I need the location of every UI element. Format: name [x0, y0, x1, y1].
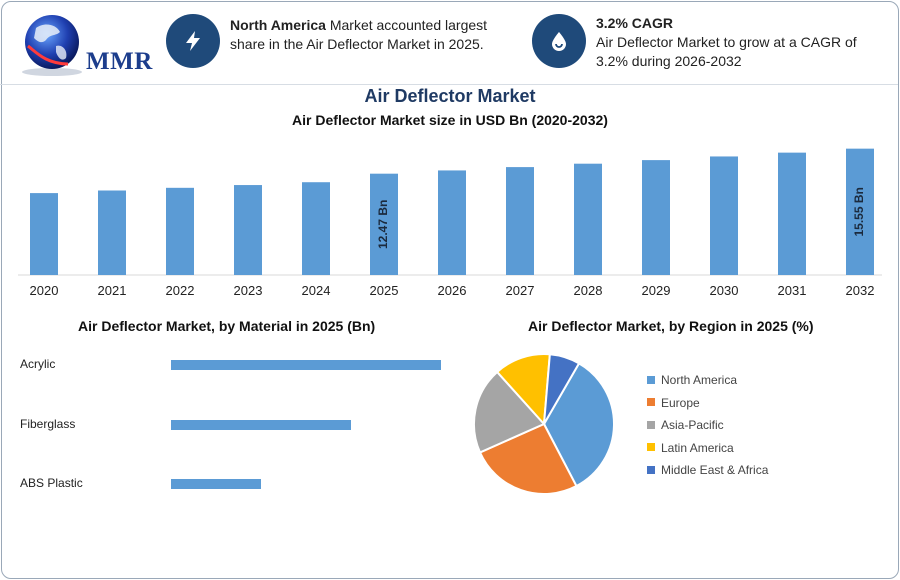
bar-2032 [846, 148, 874, 275]
x-tick-label: 2031 [778, 283, 807, 298]
growth-drop-icon [532, 14, 586, 68]
x-tick-label: 2021 [98, 283, 127, 298]
material-chart-title: Air Deflector Market, by Material in 202… [78, 318, 376, 334]
x-tick-label: 2023 [234, 283, 263, 298]
x-tick-label: 2020 [30, 283, 59, 298]
lightning-bolt-icon [166, 14, 220, 68]
x-tick-label: 2025 [370, 283, 399, 298]
globe-icon [22, 15, 82, 76]
pie-slice-europe [478, 422, 578, 495]
x-tick-label: 2032 [846, 283, 875, 298]
x-tick-label: 2030 [710, 283, 739, 298]
legend-label: North America [661, 373, 738, 387]
legend-swatch [647, 398, 655, 407]
pie-slice-asia-pacific [473, 370, 546, 454]
header-card-cagr: 3.2% CAGR Air Deflector Market to grow a… [596, 14, 886, 71]
x-tick-label: 2028 [574, 283, 603, 298]
legend-item: Asia-Pacific [647, 418, 724, 432]
logo-text: MMR [86, 48, 153, 75]
data-label-2025: 12.47 Bn [376, 200, 390, 249]
main-title: Air Deflector Market [364, 86, 536, 106]
bar-2031 [778, 152, 806, 275]
x-tick-label: 2027 [506, 283, 535, 298]
x-tick-label: 2022 [166, 283, 195, 298]
legend-label: Latin America [661, 440, 734, 455]
x-tick-label: 2024 [302, 283, 331, 298]
legend-label: Middle East & Africa [661, 463, 769, 477]
cagr-text: Air Deflector Market to grow at a CAGR o… [596, 34, 857, 69]
bar-chart-title: Air Deflector Market size in USD Bn (202… [292, 112, 608, 128]
material-bar-chart [171, 360, 441, 489]
bar-2020 [30, 193, 58, 275]
bar-2028 [574, 163, 602, 275]
legend-swatch [647, 420, 655, 429]
legend-swatch [647, 465, 655, 474]
bar-2026 [438, 170, 466, 275]
region-pie-chart [473, 353, 615, 495]
bar-2024 [302, 182, 330, 275]
header-card-north-america: North America Market accounted largest s… [230, 16, 520, 54]
legend-item: Europe [647, 396, 700, 410]
cagr-value: 3.2% CAGR [596, 15, 674, 31]
material-label: Fiberglass [20, 417, 76, 431]
material-label: Acrylic [20, 357, 56, 371]
header-card-text: Market accounted largest share in the Ai… [230, 17, 488, 52]
legend-item: Latin America [647, 441, 734, 455]
material-bar-acrylic [171, 360, 441, 370]
legend-label: Europe [661, 395, 700, 410]
legend-item: North America [647, 373, 737, 387]
pie-slice-middle-east-africa [543, 353, 581, 425]
region-chart-title: Air Deflector Market, by Region in 2025 … [528, 318, 814, 334]
mmr-logo: MMR [16, 12, 152, 78]
bar-2025 [370, 173, 398, 275]
bar-2027 [506, 167, 534, 275]
x-tick-label: 2026 [438, 283, 467, 298]
legend-item: Middle East & Africa [647, 463, 768, 477]
x-tick-label: 2029 [642, 283, 671, 298]
bar-2023 [234, 185, 262, 275]
header-divider [0, 84, 898, 85]
market-size-bar-chart: 2020 2021 2022 2023 2024 2025 12.47 Bn 2026 2027… [18, 148, 882, 298]
bar-2030 [710, 156, 738, 275]
header-card-bold: North America [230, 17, 326, 33]
legend-label: Asia-Pacific [661, 418, 724, 432]
legend-swatch [647, 443, 655, 452]
pie-slice-latin-america [495, 353, 551, 427]
material-bar-fiberglass [171, 420, 351, 430]
bar-2029 [642, 160, 670, 275]
material-label: ABS Plastic [20, 476, 83, 490]
legend-swatch [647, 375, 655, 384]
bar-2022 [166, 187, 194, 275]
bar-2021 [98, 190, 126, 275]
material-bar-abs-plastic [171, 479, 261, 489]
data-label-2032: 15.55 Bn [852, 187, 866, 236]
